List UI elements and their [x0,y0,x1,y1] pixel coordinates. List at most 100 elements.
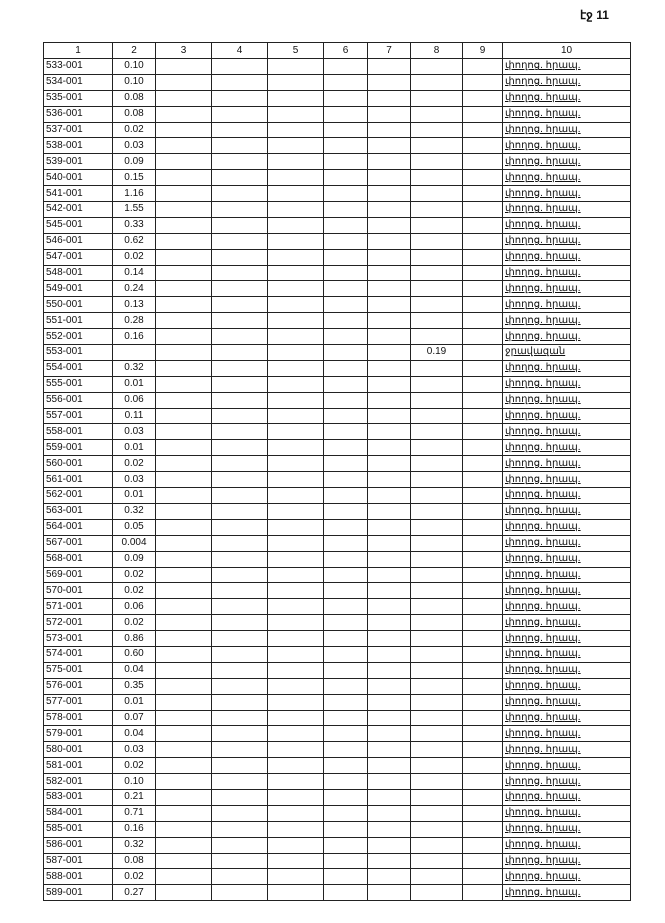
cell-col-9 [462,566,503,584]
cell-col-2: 0.08 [112,852,156,870]
cell-col-1: 575-001 [43,661,113,679]
cell-col-3 [155,550,212,568]
cell-col-3 [155,534,212,552]
table-row: 569-001 0.02 փողոց. հրապ. [43,566,631,584]
cell-col-7 [367,788,411,806]
table-row: 582-001 0.10 փողոց. հրապ. [43,773,631,790]
cell-col-3 [155,296,212,314]
cell-col-8 [410,89,463,107]
cell-col-8 [410,471,463,489]
table-row: 575-001 0.04 փողոց. հրապ. [43,661,631,679]
cell-col-2: 1.55 [112,201,156,218]
cell-col-3 [155,407,212,425]
table-row: 551-001 0.28 փողոց. հրապ. [43,312,631,330]
cell-col-9 [462,58,503,75]
cell-col-7 [367,582,411,600]
cell-col-2: 0.10 [112,58,156,75]
cell-col-9 [462,359,503,377]
cell-col-10: փողոց. հրապ. [502,836,631,854]
cell-col-10: փողոց. հրապ. [502,518,631,536]
cell-col-6 [323,455,368,473]
page-number: էջ 11 [580,8,609,22]
cell-col-10: փողոց. հրապ. [502,582,631,600]
table-row: 542-001 1.55 փողոց. հրապ. [43,201,631,218]
cell-col-7 [367,757,411,775]
cell-col-1: 555-001 [43,375,113,393]
cell-col-4 [211,328,268,346]
cell-col-6 [323,820,368,838]
cell-col-4 [211,296,268,314]
table-row: 540-001 0.15 փողոց. հրապ. [43,169,631,187]
cell-col-10: փողոց. հրապ. [502,741,631,759]
cell-col-6 [323,407,368,425]
land-parcel-table: 1 2 3 4 5 6 7 8 9 10 533-001 0.10 փողոց. հրապ. 534-0… [43,42,631,902]
cell-col-3 [155,693,212,711]
cell-col-8 [410,137,463,155]
cell-col-2: 0.16 [112,328,156,346]
cell-col-2: 0.32 [112,359,156,377]
column-header-1: 1 [43,42,113,59]
cell-col-1: 560-001 [43,455,113,473]
cell-col-5 [267,534,324,552]
cell-col-4 [211,693,268,711]
cell-col-3 [155,677,212,695]
cell-col-5 [267,487,324,504]
cell-col-5 [267,471,324,489]
cell-col-8 [410,614,463,632]
cell-col-8 [410,296,463,314]
cell-col-1: 580-001 [43,741,113,759]
cell-col-5 [267,868,324,886]
cell-col-4 [211,359,268,377]
cell-col-5 [267,375,324,393]
cell-col-9 [462,884,503,902]
cell-col-10: փողոց. հրապ. [502,169,631,187]
cell-col-1: 562-001 [43,487,113,504]
cell-col-8 [410,630,463,647]
cell-col-8 [410,884,463,902]
header-row: 1 2 3 4 5 6 7 8 9 10 [43,42,631,59]
cell-col-4 [211,312,268,330]
cell-col-9 [462,661,503,679]
cell-col-10: փողոց. հրապ. [502,89,631,107]
cell-col-2: 0.60 [112,645,156,663]
cell-col-7 [367,868,411,886]
cell-col-5 [267,645,324,663]
table-row: 556-001 0.06 փողոց. հրապ. [43,391,631,409]
cell-col-5 [267,391,324,409]
cell-col-9 [462,518,503,536]
table-row: 571-001 0.06 փողոց. հրապ. [43,598,631,616]
cell-col-9 [462,137,503,155]
cell-col-9 [462,471,503,489]
cell-col-1: 585-001 [43,820,113,838]
cell-col-6 [323,677,368,695]
cell-col-9 [462,773,503,790]
cell-col-9 [462,725,503,743]
cell-col-2: 0.14 [112,264,156,282]
cell-col-4 [211,232,268,250]
cell-col-7 [367,471,411,489]
cell-col-10: փողոց. հրապ. [502,566,631,584]
cell-col-4 [211,73,268,91]
cell-col-4 [211,518,268,536]
table-row: 576-001 0.35 փողոց. հրապ. [43,677,631,695]
cell-col-6 [323,645,368,663]
cell-col-7 [367,645,411,663]
cell-col-4 [211,423,268,441]
cell-col-8 [410,153,463,171]
cell-col-2: 0.33 [112,216,156,234]
cell-col-3 [155,773,212,790]
cell-col-9 [462,121,503,139]
cell-col-8 [410,534,463,552]
table-row: 574-001 0.60 փողոց. հրապ. [43,645,631,663]
cell-col-1: 573-001 [43,630,113,647]
cell-col-3 [155,804,212,822]
cell-col-7 [367,137,411,155]
cell-col-7 [367,852,411,870]
cell-col-5 [267,804,324,822]
cell-col-5 [267,820,324,838]
cell-col-4 [211,153,268,171]
cell-col-3 [155,709,212,727]
cell-col-5 [267,328,324,346]
cell-col-4 [211,677,268,695]
cell-col-8 [410,359,463,377]
